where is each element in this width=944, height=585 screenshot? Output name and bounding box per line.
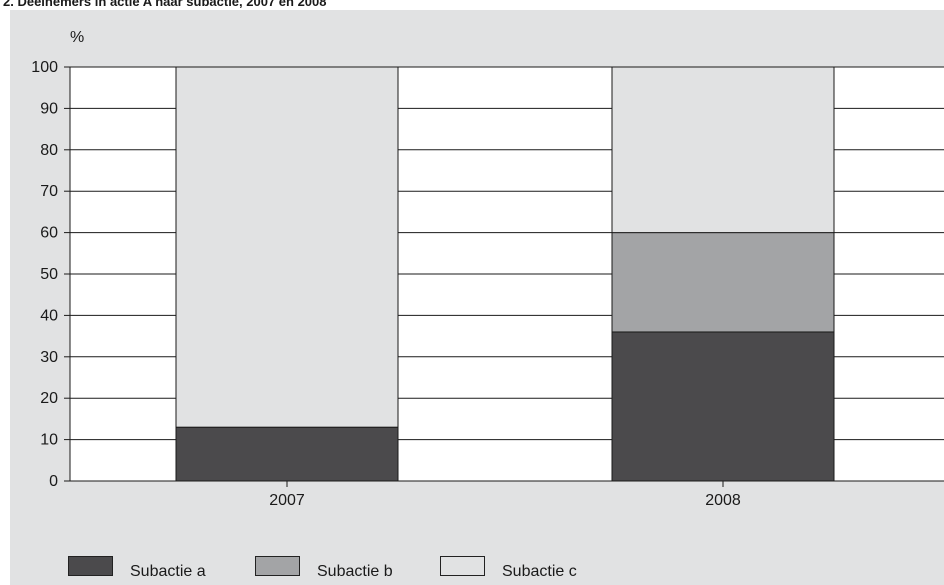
legend-swatch (255, 556, 300, 576)
legend-label: Subactie b (317, 563, 393, 580)
y-tick-label: 50 (40, 266, 58, 283)
chart-title: 2. Deelnemers in actie A naar subactie, … (3, 0, 327, 9)
bar-segment (611, 232, 835, 333)
y-tick-label: 60 (40, 225, 58, 242)
y-tick-label: 10 (40, 432, 58, 449)
legend-label: Subactie a (130, 563, 206, 580)
y-tick-label: 30 (40, 349, 58, 366)
bar-segment (611, 331, 835, 482)
y-tick-label: 0 (49, 473, 58, 490)
legend-swatch (440, 556, 485, 576)
legend-label: Subactie c (502, 563, 577, 580)
bar-series (175, 66, 835, 482)
bar-segment (611, 66, 835, 234)
y-tick-label: 100 (31, 59, 58, 76)
bar-segment (175, 66, 399, 428)
y-tick-label: 80 (40, 142, 58, 159)
y-axis-label: % (70, 29, 84, 46)
y-tick-label: 70 (40, 183, 58, 200)
legend-swatch (68, 556, 113, 576)
y-tick-label: 90 (40, 100, 58, 117)
axes: 0 10 20 30 40 50 60 70 80 90 100 2007 2008 (31, 59, 944, 509)
y-tick-label: 40 (40, 307, 58, 324)
x-tick-label: 2008 (705, 492, 741, 509)
y-tick-label: 20 (40, 390, 58, 407)
x-tick-label: 2007 (269, 492, 305, 509)
bar-segment (175, 426, 399, 482)
